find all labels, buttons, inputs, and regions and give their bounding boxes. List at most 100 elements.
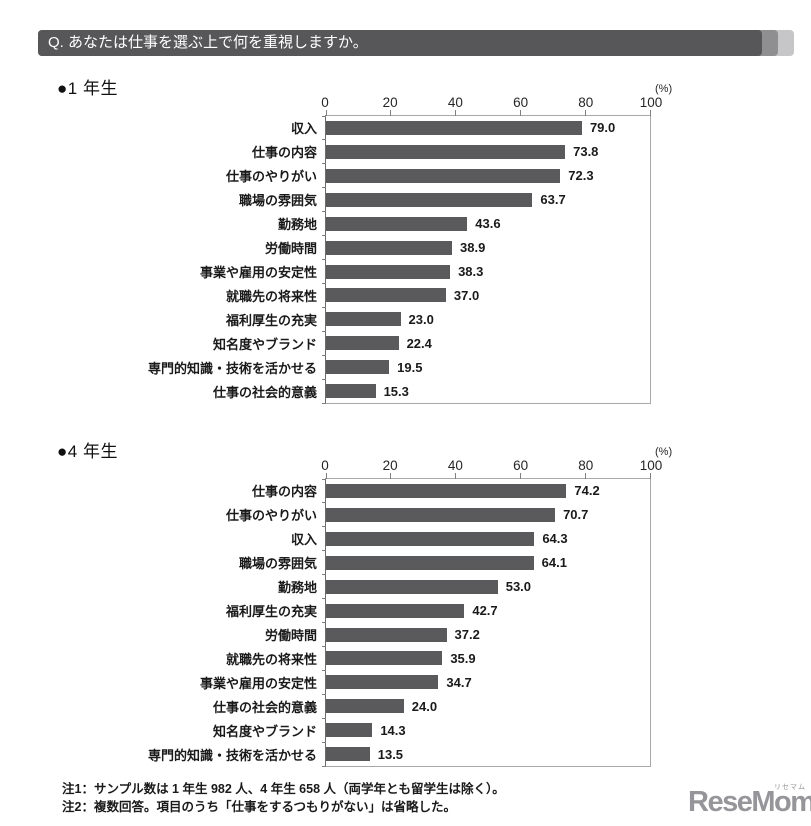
chart-row: 専門的知識・技術を活かせる 19.5 <box>148 355 650 379</box>
bar <box>326 312 401 327</box>
category-tick-mark <box>322 354 326 356</box>
axis-tick-mark <box>390 110 392 116</box>
axis-tick-label: 40 <box>447 95 463 110</box>
value-label: 72.3 <box>568 168 594 184</box>
category-tick-mark <box>322 139 326 141</box>
value-label: 24.0 <box>411 698 438 714</box>
value-label: 53.0 <box>505 579 532 595</box>
chart-row: 収入 79.0 <box>291 116 650 140</box>
axis-tick-label: 80 <box>578 458 594 473</box>
value-label: 74.2 <box>574 483 600 499</box>
axis-tick-mark <box>649 473 651 479</box>
bar <box>326 484 567 498</box>
category-label: 収入 <box>290 532 317 548</box>
category-tick-mark <box>322 402 326 404</box>
value-label: 14.3 <box>380 722 406 738</box>
category-tick-mark <box>322 574 326 576</box>
category-tick-mark <box>322 235 326 237</box>
category-tick-mark <box>322 163 326 165</box>
axis-tick-mark <box>584 110 586 116</box>
value-label: 79.0 <box>589 120 616 136</box>
axis-tick-label: 100 <box>639 95 663 110</box>
category-tick-mark <box>322 306 326 308</box>
bar <box>326 675 439 690</box>
category-tick-mark <box>322 550 326 552</box>
value-label: 43.6 <box>475 216 501 232</box>
bar <box>326 121 582 135</box>
value-label: 64.3 <box>542 531 568 547</box>
bar <box>326 627 447 642</box>
category-tick-mark <box>322 330 326 332</box>
bar <box>326 384 376 399</box>
category-label: 勤務地 <box>277 217 317 233</box>
chart-row: 仕事のやりがい 70.7 <box>226 503 650 527</box>
category-tick-mark <box>322 669 326 671</box>
category-label: 職場の雰囲気 <box>238 193 317 209</box>
bar <box>326 699 404 714</box>
value-axis-labels: 0 20 40 60 80 100 <box>321 94 662 111</box>
category-tick-mark <box>322 765 326 767</box>
chart-row: 就職先の将来性 35.9 <box>226 646 650 670</box>
value-label: 73.8 <box>573 144 599 160</box>
plot-area: 仕事の内容 74.2 仕事のやりがい 70.7 収入 64.3 職場の雰囲気 64.1 勤務地 5… <box>148 473 651 767</box>
value-label: 13.5 <box>377 746 404 762</box>
axis-tick-mark <box>325 473 327 479</box>
chart-row: 仕事の社会的意義 15.3 <box>213 379 650 403</box>
footnotes: 注1：サンプル数は 1 年生 982 人、4 年生 658 人（両学年とも留学生… <box>62 781 505 816</box>
footnote-2: 注2：複数回答。項目のうち「仕事をするつもりがない」は省略した。 <box>62 799 456 814</box>
bar <box>326 579 498 594</box>
bar <box>326 507 556 522</box>
bar <box>326 603 465 618</box>
chart-row: 労働時間 37.2 <box>265 623 650 647</box>
bar <box>326 144 566 159</box>
category-label: 知名度やブランド <box>212 336 317 352</box>
chart-row: 仕事の社会的意義 24.0 <box>213 694 650 718</box>
chart-row: 仕事のやりがい 72.3 <box>226 164 650 188</box>
axis-tick-mark <box>519 110 521 116</box>
category-label: 労働時間 <box>264 241 317 257</box>
value-label: 70.7 <box>563 507 589 523</box>
chart-row: 労働時間 38.9 <box>265 236 650 260</box>
chart-grade1: ●1 年生 (%) 0 20 40 60 80 100 収入 79.0 仕事の内容 73.8 仕事… <box>0 74 811 408</box>
axis-tick-mark <box>455 473 457 479</box>
axis-tick-label: 60 <box>513 458 529 473</box>
category-tick-mark <box>322 645 326 647</box>
resemom-logo: リセマム ReseMom. <box>688 781 811 823</box>
axis-tick-label: 0 <box>321 95 329 110</box>
category-tick-mark <box>322 115 326 117</box>
category-tick-mark <box>322 378 326 380</box>
value-label: 38.9 <box>460 240 486 256</box>
chart-row: 専門的知識・技術を活かせる 13.5 <box>148 742 650 766</box>
category-label: 専門的知識・技術を活かせる <box>147 747 317 763</box>
category-label: 事業や雇用の安定性 <box>199 264 317 280</box>
category-label: 事業や雇用の安定性 <box>199 675 317 691</box>
bar <box>326 747 370 762</box>
logo-wordmark: ReseMom. <box>688 786 811 818</box>
category-label: 就職先の将来性 <box>225 288 317 304</box>
category-tick-mark <box>322 717 326 719</box>
question-banner: Q. あなたは仕事を選ぶ上で何を重視しますか。 <box>38 30 798 56</box>
section-heading-grade4: ●4 年生 <box>57 442 118 461</box>
value-label: 35.9 <box>450 650 476 666</box>
value-label: 15.3 <box>383 383 409 399</box>
value-label: 34.7 <box>446 674 472 690</box>
category-label: 仕事の内容 <box>251 484 317 500</box>
bar <box>326 168 561 183</box>
chart-row: 収入 64.3 <box>291 527 650 551</box>
category-tick-mark <box>322 622 326 623</box>
category-tick-mark <box>322 282 326 284</box>
axis-tick-label: 60 <box>513 95 529 110</box>
question-text: Q. あなたは仕事を選ぶ上で何を重視しますか。 <box>38 30 762 56</box>
category-label: 福利厚生の充実 <box>225 604 317 620</box>
value-label: 37.0 <box>453 287 480 303</box>
percent-unit-label: (%) <box>655 446 673 458</box>
category-tick-mark <box>322 598 326 600</box>
chart-row: 就職先の将来性 37.0 <box>226 283 650 307</box>
chart-row: 仕事の内容 73.8 <box>252 140 650 164</box>
category-label: 知名度やブランド <box>212 723 317 739</box>
category-label: 福利厚生の充実 <box>225 312 317 328</box>
category-tick-mark <box>322 187 326 189</box>
axis-tick-label: 20 <box>382 458 398 473</box>
chart-row: 職場の雰囲気 63.7 <box>239 188 650 212</box>
category-label: 就職先の将来性 <box>225 651 317 667</box>
